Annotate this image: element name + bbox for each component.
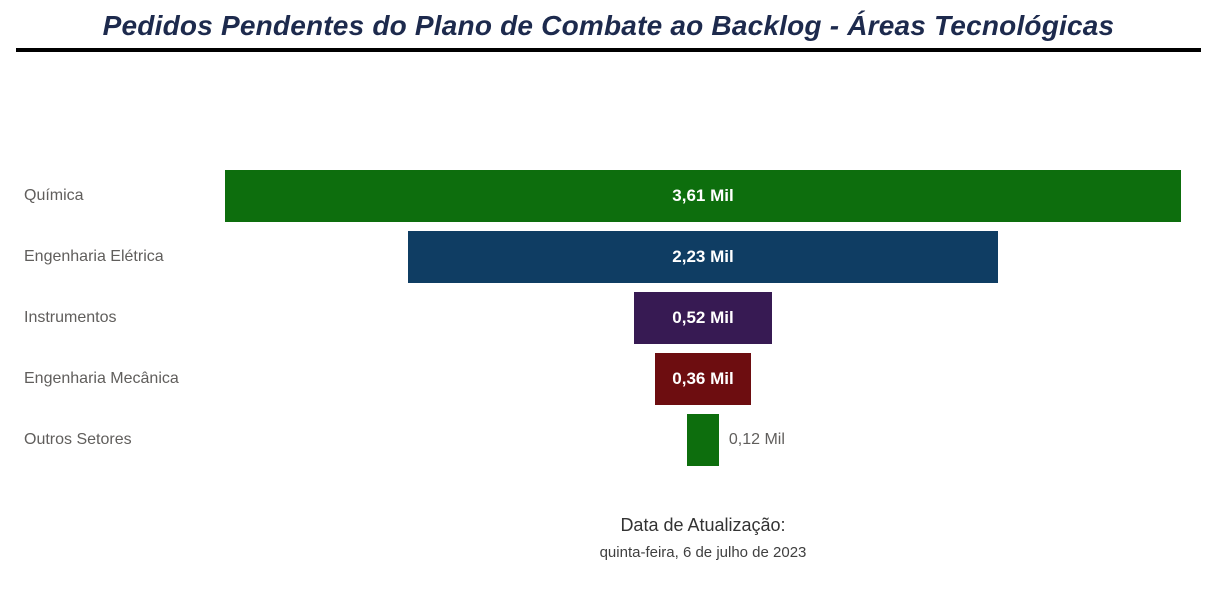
- bar-area: 2,23 Mil: [225, 231, 1181, 283]
- category-label: Química: [24, 187, 84, 204]
- category-label: Engenharia Elétrica: [24, 248, 164, 265]
- title-section: Pedidos Pendentes do Plano de Combate ao…: [0, 0, 1217, 52]
- category-label: Engenharia Mecânica: [24, 370, 179, 387]
- funnel-row-engenharia-eletrica: Engenharia Elétrica 2,23 Mil: [0, 231, 1217, 283]
- funnel-row-outros-setores: Outros Setores 0,12 Mil: [0, 414, 1217, 466]
- category-label: Outros Setores: [24, 431, 132, 448]
- bar-value-label: 0,52 Mil: [672, 308, 734, 327]
- bar-area: 0,52 Mil: [225, 292, 1181, 344]
- update-date-value: quinta-feira, 6 de julho de 2023: [599, 544, 807, 561]
- bar-value-label: 0,36 Mil: [672, 369, 734, 388]
- bar-value-label: 2,23 Mil: [672, 247, 734, 266]
- bar-value-label: 3,61 Mil: [672, 186, 734, 205]
- funnel-chart: Química 3,61 Mil Engenharia Elétrica 2,2…: [0, 170, 1217, 466]
- funnel-bar-engenharia-eletrica[interactable]: 2,23 Mil: [407, 231, 999, 283]
- bar-value-label-outside: 0,12 Mil: [728, 431, 785, 448]
- page-title: Pedidos Pendentes do Plano de Combate ao…: [102, 10, 1115, 41]
- bar-area: 0,12 Mil: [225, 414, 1181, 466]
- funnel-row-quimica: Química 3,61 Mil: [0, 170, 1217, 222]
- category-label: Instrumentos: [24, 309, 117, 326]
- bar-area: 0,36 Mil: [225, 353, 1181, 405]
- funnel-bar-outros-setores[interactable]: [687, 414, 719, 466]
- update-date-section: Data de Atualização: quinta-feira, 6 de …: [225, 515, 1181, 561]
- bar-area: 3,61 Mil: [225, 170, 1181, 222]
- funnel-row-engenharia-mecanica: Engenharia Mecânica 0,36 Mil: [0, 353, 1217, 405]
- funnel-bar-engenharia-mecanica[interactable]: 0,36 Mil: [655, 353, 751, 405]
- funnel-row-instrumentos: Instrumentos 0,52 Mil: [0, 292, 1217, 344]
- funnel-bar-quimica[interactable]: 3,61 Mil: [225, 170, 1181, 222]
- funnel-bar-instrumentos[interactable]: 0,52 Mil: [634, 292, 772, 344]
- title-underline: [16, 48, 1201, 52]
- update-date-title: Data de Atualização:: [620, 515, 786, 535]
